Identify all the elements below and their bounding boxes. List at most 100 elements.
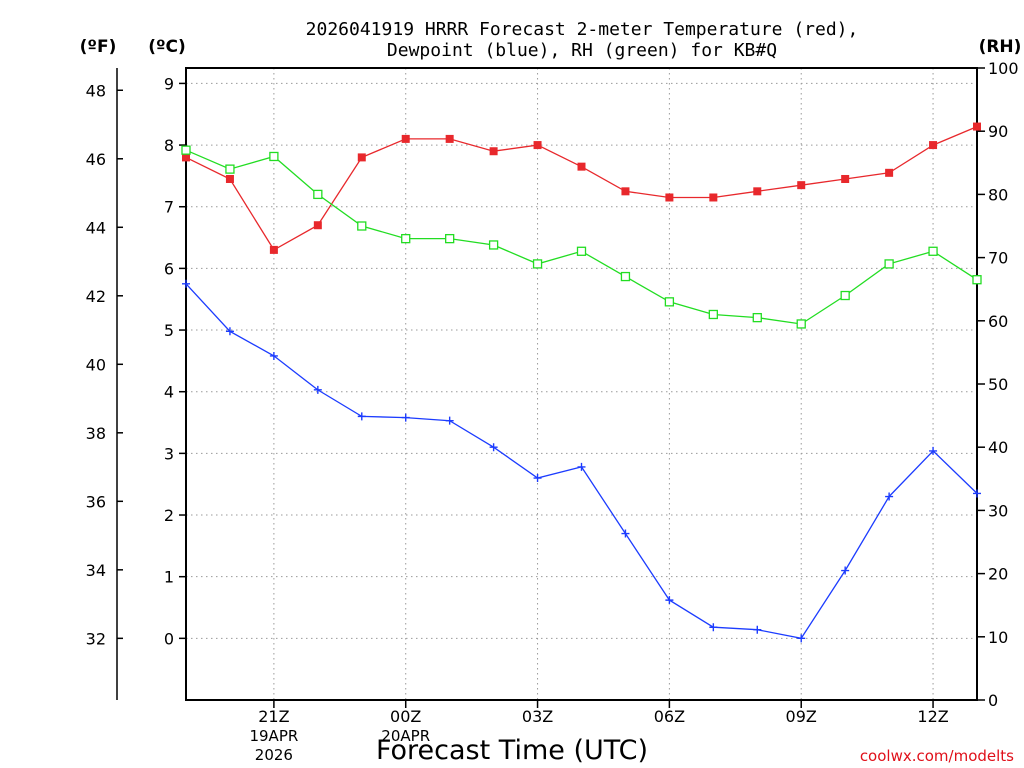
- dewpoint-point-7: [489, 443, 498, 452]
- dewpoint-point-9: [577, 462, 586, 471]
- x-tick-21Z: 21Z: [258, 707, 289, 726]
- rh-point-7: [488, 240, 499, 250]
- dewpoint-point-5: [401, 413, 410, 422]
- temperature-point-4: [357, 153, 366, 162]
- y-tick-rh-80: 80: [988, 185, 1008, 204]
- rh-point-6: [445, 233, 455, 244]
- x-axis-title: Forecast Time (UTC): [376, 735, 648, 766]
- date-label-21Z-0: 19APR: [249, 727, 298, 745]
- y-tick-f-34: 34: [86, 561, 106, 580]
- chart-title-line-1: 2026041919 HRRR Forecast 2-meter Tempera…: [306, 19, 859, 40]
- temperature-point-3: [313, 221, 322, 230]
- dewpoint-point-18: [973, 489, 981, 498]
- rh-point-12: [708, 309, 718, 320]
- tick-labels: 0123456789323436384042444648010203040506…: [86, 59, 1019, 764]
- dewpoint-line: [185, 283, 978, 640]
- dewpoint-point-17: [929, 446, 938, 455]
- temperature-point-15: [841, 174, 850, 183]
- rh-point-11: [664, 297, 675, 307]
- y-tick-f-44: 44: [86, 218, 106, 237]
- temperature-point-12: [709, 193, 718, 202]
- temperature-point-10: [621, 187, 630, 196]
- x-tick-03Z: 03Z: [522, 707, 553, 726]
- temperature-point-1: [225, 174, 234, 183]
- rh-point-10: [620, 271, 631, 282]
- rh-point-14: [796, 319, 806, 329]
- y-tick-f-38: 38: [86, 424, 106, 443]
- dewpoint-point-12: [709, 623, 718, 632]
- y-tick-c-8: 8: [164, 136, 174, 155]
- y-tick-c-1: 1: [164, 568, 174, 587]
- temperature-point-7: [489, 147, 498, 156]
- x-tick-12Z: 12Z: [917, 707, 948, 726]
- date-label-21Z-1: 2026: [255, 746, 293, 764]
- y-tick-f-46: 46: [86, 150, 106, 169]
- y-tick-c-0: 0: [164, 629, 174, 648]
- y-tick-rh-20: 20: [988, 565, 1008, 584]
- dewpoint-point-15: [841, 566, 850, 575]
- chart-title-line-2: Dewpoint (blue), RH (green) for KB#Q: [387, 40, 777, 61]
- dewpoint-point-4: [357, 412, 366, 421]
- y-tick-f-42: 42: [86, 287, 106, 306]
- rh-point-9: [576, 246, 587, 256]
- y-tick-f-32: 32: [86, 629, 106, 648]
- temperature-point-14: [797, 181, 806, 190]
- y-tick-rh-60: 60: [988, 312, 1008, 331]
- rh-point-17: [928, 246, 938, 256]
- y-tick-rh-10: 10: [988, 628, 1008, 647]
- rh-point-18: [972, 275, 982, 285]
- temperature-point-0: [182, 153, 190, 162]
- dewpoint-point-0: [182, 279, 190, 288]
- rh-point-4: [357, 221, 367, 231]
- y-tick-c-7: 7: [164, 198, 174, 217]
- y-tick-c-9: 9: [164, 74, 174, 93]
- dewpoint-point-1: [225, 327, 234, 336]
- temperature-point-2: [269, 245, 278, 254]
- y-tick-c-3: 3: [164, 444, 174, 463]
- y-tick-c-4: 4: [164, 383, 174, 402]
- dewpoint-point-16: [885, 492, 894, 501]
- series-layer: [181, 122, 982, 643]
- rh-point-2: [269, 151, 279, 162]
- rh-point-15: [840, 290, 850, 301]
- dewpoint-point-3: [313, 385, 322, 394]
- date-label-00Z-0: 20APR: [381, 727, 430, 745]
- fahrenheit-unit-label: (ºF): [80, 37, 117, 57]
- y-tick-rh-100: 100: [988, 59, 1019, 78]
- y-tick-c-5: 5: [164, 321, 174, 340]
- dewpoint-point-13: [753, 625, 762, 634]
- temperature-point-6: [445, 134, 454, 143]
- plot-frame: [185, 67, 978, 701]
- grid-lines: [186, 68, 977, 700]
- y-tick-rh-90: 90: [988, 122, 1008, 141]
- axes: [116, 67, 985, 708]
- y-tick-f-36: 36: [86, 492, 106, 511]
- temperature-point-13: [753, 187, 762, 196]
- rh-point-0: [181, 145, 191, 155]
- y-tick-c-2: 2: [164, 506, 174, 525]
- y-tick-rh-0: 0: [988, 691, 998, 710]
- credit-link[interactable]: coolwx.com/modelts: [860, 747, 1014, 765]
- temperature-point-9: [577, 162, 586, 171]
- dewpoint-point-10: [621, 529, 630, 538]
- temperature-point-16: [885, 168, 894, 177]
- dewpoint-point-11: [665, 596, 674, 605]
- y-tick-c-6: 6: [164, 259, 174, 278]
- y-tick-rh-50: 50: [988, 375, 1008, 394]
- rh-point-5: [401, 233, 411, 244]
- x-tick-06Z: 06Z: [654, 707, 685, 726]
- y-tick-f-48: 48: [86, 81, 106, 100]
- rh-unit-label: (RH): [979, 37, 1022, 57]
- celsius-unit-label: (ºC): [148, 37, 186, 57]
- x-tick-09Z: 09Z: [786, 707, 817, 726]
- temperature-point-18: [973, 122, 981, 131]
- dewpoint-point-8: [533, 474, 542, 483]
- rh-point-3: [313, 189, 323, 200]
- y-tick-rh-30: 30: [988, 501, 1008, 520]
- rh-point-8: [532, 259, 543, 269]
- y-tick-rh-70: 70: [988, 249, 1008, 268]
- y-tick-rh-40: 40: [988, 438, 1008, 457]
- rh-point-13: [752, 312, 762, 323]
- dewpoint-point-2: [269, 351, 278, 360]
